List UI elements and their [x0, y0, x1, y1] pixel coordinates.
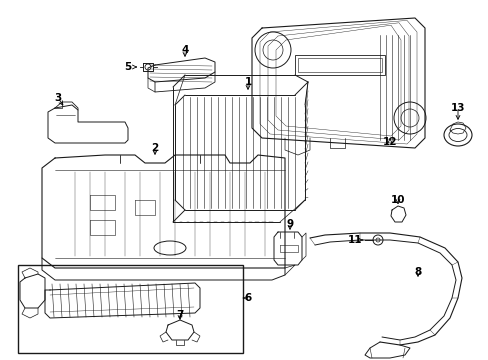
Text: 13: 13 [450, 103, 464, 113]
Bar [294, 55, 384, 75]
Bar [18, 265, 243, 353]
Text: 9: 9 [286, 219, 293, 229]
Text: 5: 5 [124, 62, 131, 72]
Text: 11: 11 [347, 235, 362, 245]
Text: 12: 12 [382, 137, 396, 147]
Text: 1: 1 [244, 77, 251, 87]
Bar [297, 58, 381, 72]
Text: 3: 3 [54, 93, 61, 103]
Text: 7: 7 [176, 310, 183, 320]
Text: 4: 4 [181, 45, 188, 55]
Text: 6: 6 [244, 293, 251, 303]
Text: 2: 2 [151, 143, 158, 153]
Text: 10: 10 [390, 195, 405, 205]
Text: 8: 8 [413, 267, 421, 277]
